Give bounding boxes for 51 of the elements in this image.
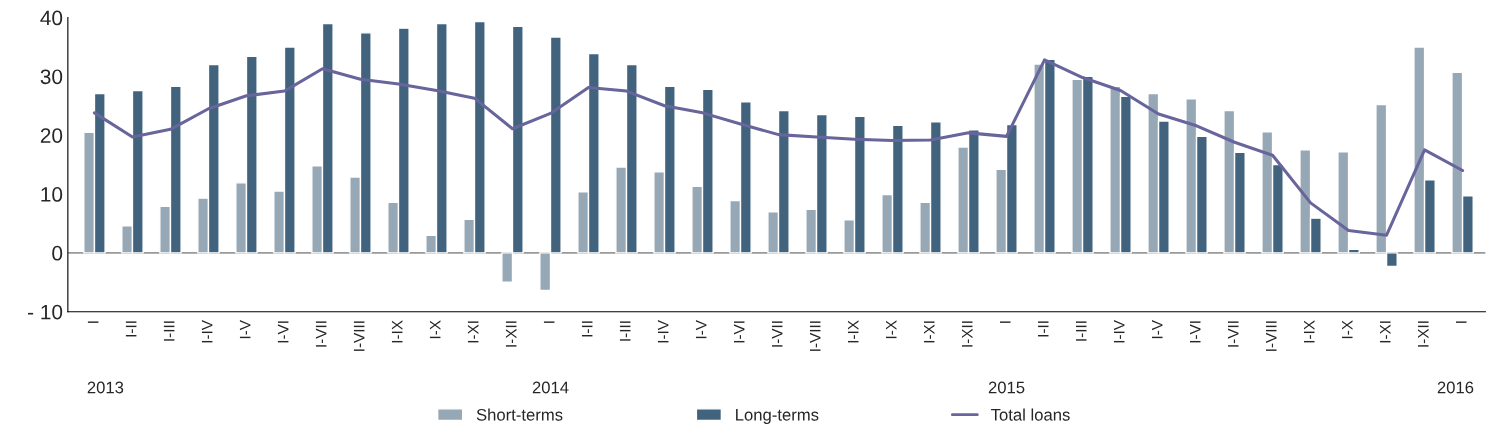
x-tick-label: I-VI xyxy=(1190,321,1201,343)
text: 2015 xyxy=(988,381,1025,394)
x-tick-label: I-IX xyxy=(391,320,403,343)
y-tick-label: 30 xyxy=(40,69,63,85)
y-tick-label: 20 xyxy=(40,128,63,143)
text: 2014 xyxy=(532,381,569,394)
x-tick-label: I-X xyxy=(885,320,897,339)
y-tick-label: 10 xyxy=(41,187,63,202)
x-tick-label: I-III xyxy=(163,321,175,341)
x-tick-label: I-X xyxy=(429,320,441,339)
x-tick-label: I-V xyxy=(695,320,707,339)
x-tick-label: I-VII xyxy=(1228,321,1239,347)
y-tick-label: 0 xyxy=(52,245,63,261)
x-tick-label: I-VIII xyxy=(353,321,365,351)
x-tick-label: I-IV xyxy=(1113,320,1125,343)
x-tick-label: I-XI xyxy=(923,321,935,343)
x-tick-label: I-XI xyxy=(467,321,479,343)
x-tick-label: I-XII xyxy=(505,321,517,347)
x-tick-label: I-VII xyxy=(771,321,783,347)
line-series xyxy=(92,58,1465,237)
x-tick-label: I xyxy=(543,321,555,323)
x-tick-label: I-IX xyxy=(847,320,859,343)
x-tick-label: I-III xyxy=(1075,321,1087,341)
x-tick-label: I-VII xyxy=(315,321,327,347)
x-tick-label: I-II xyxy=(1037,321,1049,337)
x-tick-label: I-II xyxy=(125,321,137,337)
x-tick-label: I xyxy=(87,321,99,323)
x-tick-label: I-V xyxy=(1151,320,1163,339)
x-tick-label: I-VI xyxy=(277,321,289,343)
x-tick-label: I-XII xyxy=(1418,321,1429,347)
x-tick-label: I-XII xyxy=(961,321,973,347)
legend-label: Short-terms xyxy=(476,408,563,421)
x-tick-label: I-XI xyxy=(1380,321,1391,343)
y-tick-label: - 10 xyxy=(28,304,63,320)
text: 2016 xyxy=(1437,381,1474,394)
x-tick-label: I-IV xyxy=(201,320,213,343)
x-tick-label: I-V xyxy=(239,320,251,339)
x-tick-label: I-VI xyxy=(733,321,745,343)
x-tick-label: I-VIII xyxy=(809,321,821,351)
x-tick-label: I-X xyxy=(1342,320,1353,339)
x-tick-label: I-VIII xyxy=(1266,321,1277,351)
legend-label: Total loans xyxy=(991,408,1070,421)
legend-label: Long-terms xyxy=(736,409,819,424)
x-tick-label: I-II xyxy=(581,321,593,337)
x-tick-label: I xyxy=(1456,321,1467,323)
x-tick-label: I-IX xyxy=(1304,320,1315,343)
text: 2013 xyxy=(87,381,124,394)
x-tick-label: I-III xyxy=(619,321,631,341)
y-tick-label: 40 xyxy=(40,10,63,26)
x-tick-label: I-IV xyxy=(657,320,669,343)
x-tick-label: I xyxy=(999,321,1011,323)
